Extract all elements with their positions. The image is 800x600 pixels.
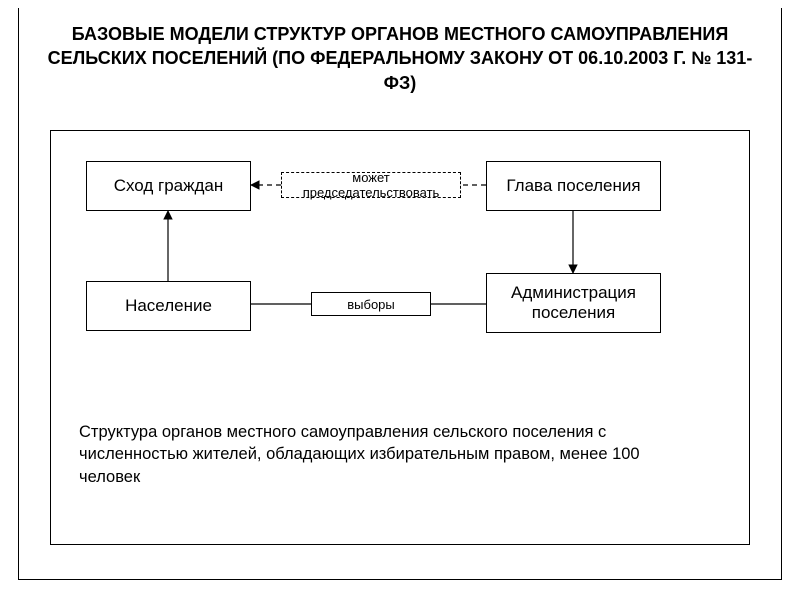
node-label: Администрация поселения <box>491 283 656 324</box>
node-head: Глава поселения <box>486 161 661 211</box>
node-assembly: Сход граждан <box>86 161 251 211</box>
node-label: Глава поселения <box>506 176 640 196</box>
node-label: Население <box>125 296 212 316</box>
node-label: выборы <box>347 297 395 312</box>
diagram-caption: Структура органов местного самоуправлени… <box>79 421 659 488</box>
node-elections: выборы <box>311 292 431 316</box>
node-may-preside: может председательствовать <box>281 172 461 198</box>
diagram-frame: Сход граждан Глава поселения Население А… <box>50 130 750 545</box>
node-administration: Администрация поселения <box>486 273 661 333</box>
page-title: БАЗОВЫЕ МОДЕЛИ СТРУКТУР ОРГАНОВ МЕСТНОГО… <box>40 22 760 95</box>
node-population: Население <box>86 281 251 331</box>
node-label: может председательствовать <box>288 170 454 200</box>
node-label: Сход граждан <box>114 176 224 196</box>
